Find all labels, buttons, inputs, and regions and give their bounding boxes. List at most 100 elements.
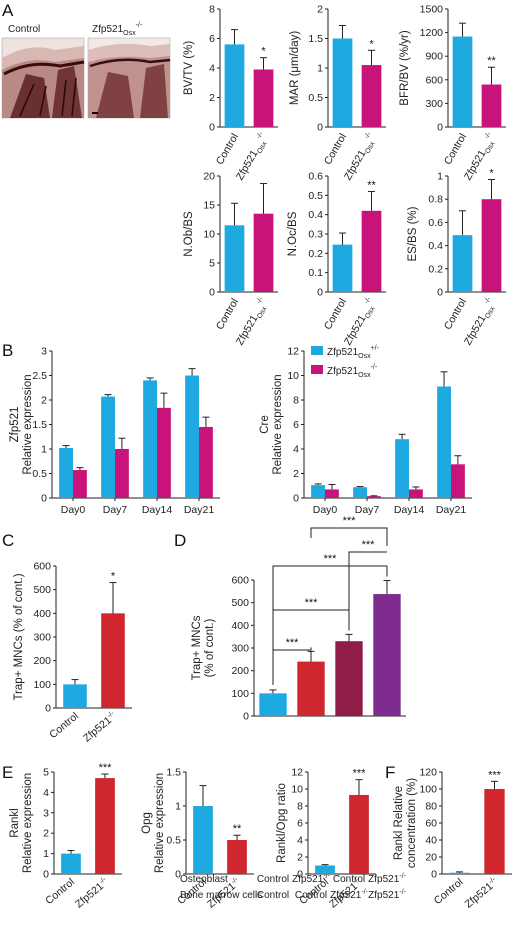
chart-d-bar xyxy=(373,594,401,716)
chart-a-noc-tick-label: Control xyxy=(322,297,349,332)
chart-a-noc-y-tick-label: 0 xyxy=(317,287,323,299)
chart-a-nob-y-tick-label: 0 xyxy=(209,287,215,299)
chart-c-y-tick-label: 100 xyxy=(33,679,51,691)
chart-f-tick-label: Control xyxy=(432,876,466,907)
chart-a-nob-y-axis-label: N.Ob/BS xyxy=(183,211,195,257)
chart-a-noc-y-tick-label: 0.4 xyxy=(308,209,323,221)
chart-c-y-tick-label: 300 xyxy=(33,632,51,644)
chart-a-noc-y-tick-label: 0.1 xyxy=(308,267,323,279)
chart-b-zfp-y-tick-label: 1.5 xyxy=(32,419,47,431)
chart-f-y-tick-label: 0 xyxy=(431,869,437,881)
chart-e-opg-y-tick-label: 0.5 xyxy=(166,835,181,847)
chart-e-opg-y-tick-label: 1.5 xyxy=(166,767,181,779)
chart-e-rankl-y-axis-label: Rankl xyxy=(9,808,21,837)
chart-f-y-axis-label: Rankl Relative xyxy=(393,786,405,860)
chart-f-bar xyxy=(484,789,505,874)
chart-e-ratio-bar xyxy=(349,794,369,874)
chart-a-esbs-y-tick-label: 0.8 xyxy=(428,194,443,206)
chart-e-ratio-y-tick-label: 12 xyxy=(291,767,303,779)
chart-d-y-tick-label: 500 xyxy=(231,597,249,609)
chart-b-cre-bar xyxy=(311,485,325,498)
chart-b-zfp-bar xyxy=(73,470,87,498)
chart-d-y-tick-label: 300 xyxy=(231,643,249,655)
chart-d-comparison-bracket xyxy=(348,551,387,631)
chart-b-cre-y-tick-label: 6 xyxy=(293,419,299,431)
chart-e-opg-bar xyxy=(227,840,247,874)
panel-label-f: F xyxy=(385,763,395,782)
chart-b-zfp-y-tick-label: 2.5 xyxy=(32,370,47,382)
chart-b-zfp-bar xyxy=(143,380,157,498)
chart-e-rankl-bar xyxy=(95,778,115,874)
legend-label-het: Zfp521Osx+/- xyxy=(327,345,380,360)
panel-label-d: D xyxy=(174,531,186,550)
chart-e-opg-y-axis-label: Relative expression xyxy=(154,773,166,873)
charts-layer: 0 2 4 6 8 BV/TV (%) Control Zfp521Osx-/- * 0 0.5 1 1… xyxy=(9,4,512,911)
chart-d-comparison-bracket xyxy=(310,527,388,546)
chart-a-mar-y-axis-label: MAR (μm/day) xyxy=(289,31,301,106)
chart-d-bone-marrow-label: Zfp521-/- xyxy=(368,889,406,901)
chart-e-ratio-y-tick-label: 0 xyxy=(297,869,303,881)
panel-label-a: A xyxy=(2,1,14,20)
chart-a-mar-significance: * xyxy=(369,38,374,50)
chart-b-zfp-x-tick-label: Day21 xyxy=(184,504,215,516)
chart-d-bar xyxy=(297,661,325,716)
chart-b-cre-y-tick-label: 8 xyxy=(293,395,299,407)
chart-d-osteoblast-label: Zfp521-/- xyxy=(368,873,406,885)
chart-a-esbs-y-tick-label: 0.4 xyxy=(428,240,443,252)
chart-a-bfr-y-tick-label: 1200 xyxy=(420,27,444,39)
d-row-label-bone-marrow: Bone marrow cells xyxy=(180,890,262,901)
chart-d-comparison-bracket xyxy=(272,565,388,685)
chart-a-bvtv-y-tick-label: 4 xyxy=(209,63,215,75)
chart-c: 0 100 200 300 400 500 600 Trap+ MNCs (% of cont… xyxy=(13,561,132,745)
chart-a-esbs-significance: * xyxy=(489,167,494,179)
chart-e-ratio-y-tick-label: 2 xyxy=(297,852,303,864)
chart-d-osteoblast-label: Control xyxy=(257,874,289,885)
chart-b-cre-x-tick-label: Day0 xyxy=(313,504,338,516)
chart-d-y-axis-label: Trap+ MNCs xyxy=(191,615,203,680)
chart-a-noc: 00.10.20.30.40.50.6N.Oc/BSControlZfp521O… xyxy=(287,171,386,347)
chart-b-cre-bar xyxy=(367,496,381,498)
chart-b-cre-x-tick-label: Day14 xyxy=(394,504,425,516)
chart-a-bvtv-y-tick-label: 2 xyxy=(209,92,215,104)
chart-b-cre-bar xyxy=(437,386,451,498)
chart-c-bar xyxy=(101,613,125,708)
chart-b-zfp-x-tick-label: Day7 xyxy=(103,504,128,516)
chart-c-y-tick-label: 0 xyxy=(45,703,51,715)
chart-a-bvtv-y-tick-label: 6 xyxy=(209,33,215,45)
chart-e-rankl-bar xyxy=(61,853,81,874)
chart-a-bvtv-significance: * xyxy=(261,46,266,58)
chart-b-zfp-y-tick-label: 0 xyxy=(41,493,47,505)
chart-b-zfp-x-tick-label: Day14 xyxy=(142,504,173,516)
chart-b-zfp-y-axis-label: Relative expression xyxy=(22,374,34,474)
chart-a-bfr-y-tick-label: 1500 xyxy=(420,4,444,16)
chart-e-rankl-y-tick-label: 5 xyxy=(43,767,49,779)
chart-b-zfp-bar xyxy=(199,426,213,498)
chart-e-rankl-y-axis-label: Relative expression xyxy=(22,773,34,873)
chart-e-ratio-y-tick-label: 8 xyxy=(297,801,303,813)
chart-d-bone-marrow-label: Zfp521-/- xyxy=(330,889,368,901)
chart-a-bfr-y-tick-label: 900 xyxy=(425,51,443,63)
chart-a-noc-y-axis-label: N.Oc/BS xyxy=(287,211,299,256)
chart-a-esbs-bar xyxy=(481,199,502,292)
chart-b-zfp-y-axis-label: Zfp521 xyxy=(9,407,21,443)
legend-swatch-ko xyxy=(311,365,323,374)
chart-a-nob-bar xyxy=(253,213,274,292)
chart-b-cre-bar xyxy=(325,489,339,498)
chart-d-osteoblast-label: Zfp521-/- xyxy=(292,873,330,885)
chart-b-cre-y-tick-label: 0 xyxy=(293,493,299,505)
chart-f-tick-label: Zfp521-/- xyxy=(463,876,501,911)
chart-b-zfp-y-tick-label: 2 xyxy=(41,395,47,407)
chart-b-cre-y-axis-label: Relative expression xyxy=(272,374,284,474)
chart-a-bfr-bar xyxy=(481,84,502,127)
chart-d-y-tick-label: 0 xyxy=(243,711,249,723)
chart-d-y-tick-label: 400 xyxy=(231,620,249,632)
legend-label-ko: Zfp521Osx-/- xyxy=(327,364,378,379)
chart-f-y-tick-label: 100 xyxy=(419,784,437,796)
chart-e-rankl-y-tick-label: 3 xyxy=(43,807,49,819)
chart-a-mar-y-tick-label: 1.5 xyxy=(308,33,323,45)
chart-a-bfr-y-tick-label: 600 xyxy=(425,74,443,86)
chart-e-opg-y-axis-label: Opg xyxy=(141,812,153,834)
